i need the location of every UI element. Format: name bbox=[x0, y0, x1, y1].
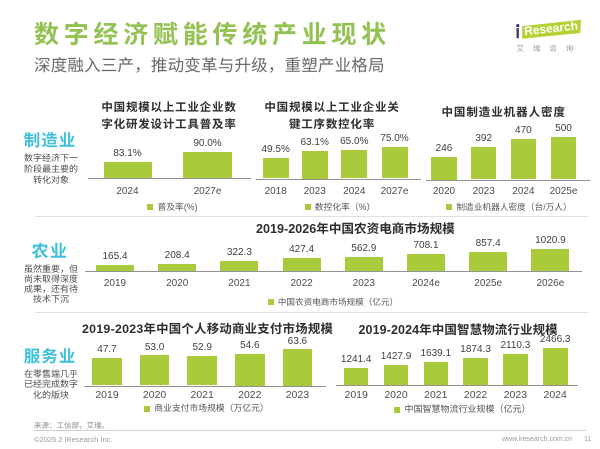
svg-text:Research: Research bbox=[523, 19, 578, 39]
